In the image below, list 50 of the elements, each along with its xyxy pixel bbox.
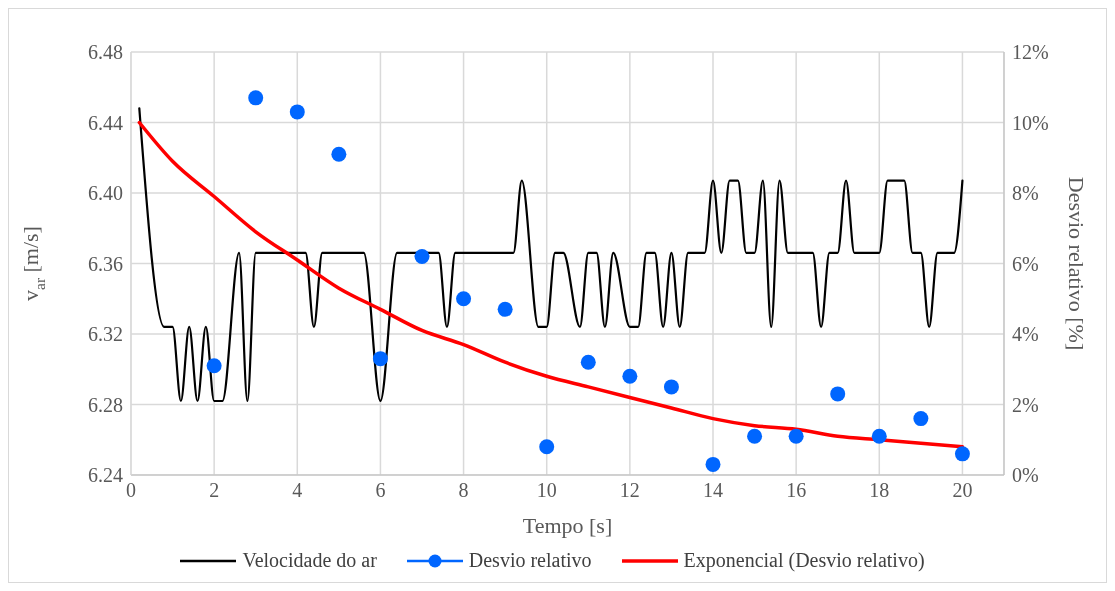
y-tick-label: 6.48 — [88, 41, 123, 64]
point — [580, 354, 596, 370]
y2-tick-label: 12% — [1012, 41, 1049, 64]
point — [539, 439, 555, 455]
x-tick-label: 18 — [869, 479, 890, 502]
y2-tick-label: 8% — [1012, 182, 1039, 205]
legend-label: Desvio relativo — [468, 549, 592, 572]
point — [663, 379, 679, 395]
y-tick-label: 6.28 — [88, 393, 123, 416]
point — [206, 358, 222, 374]
point — [747, 428, 763, 444]
x-tick-label: 12 — [619, 479, 640, 502]
y2-tick-label: 4% — [1012, 323, 1039, 346]
x-tick-label: 0 — [126, 479, 136, 502]
point — [414, 248, 430, 264]
y-tick-label: 6.40 — [88, 182, 123, 205]
point — [456, 291, 472, 307]
y-tick-label: 6.24 — [88, 464, 123, 487]
point — [331, 146, 347, 162]
point — [830, 386, 846, 402]
y2-axis-title: Desvio relativo [%] — [1063, 176, 1089, 351]
x-tick-label: 2 — [209, 479, 220, 502]
x-tick-label: 20 — [952, 479, 973, 502]
point — [497, 301, 513, 317]
point — [871, 428, 887, 444]
y-tick-label: 6.36 — [88, 252, 123, 275]
legend-label: Exponencial (Desvio relativo) — [683, 549, 925, 572]
point — [913, 411, 929, 427]
y2-tick-label: 10% — [1012, 111, 1049, 134]
point — [622, 368, 638, 384]
x-tick-label: 10 — [536, 479, 557, 502]
x-tick-label: 6 — [375, 479, 386, 502]
y-tick-label: 6.44 — [88, 111, 123, 134]
y2-tick-label: 0% — [1012, 464, 1039, 487]
x-tick-label: 14 — [703, 479, 723, 502]
point — [372, 351, 388, 367]
x-tick-label: 8 — [458, 479, 469, 502]
point — [248, 90, 264, 106]
x-tick-label: 16 — [786, 479, 807, 502]
legend-label: Velocidade do ar — [242, 549, 377, 572]
point — [289, 104, 305, 120]
point — [788, 428, 804, 444]
x-tick-label: 4 — [292, 479, 303, 502]
y2-tick-label: 2% — [1012, 393, 1039, 416]
point — [705, 456, 721, 472]
x-axis-title: Tempo [s] — [522, 513, 613, 538]
y-tick-label: 6.32 — [88, 323, 123, 346]
y2-tick-label: 6% — [1012, 252, 1039, 275]
point — [954, 446, 970, 462]
line-series — [138, 107, 964, 403]
